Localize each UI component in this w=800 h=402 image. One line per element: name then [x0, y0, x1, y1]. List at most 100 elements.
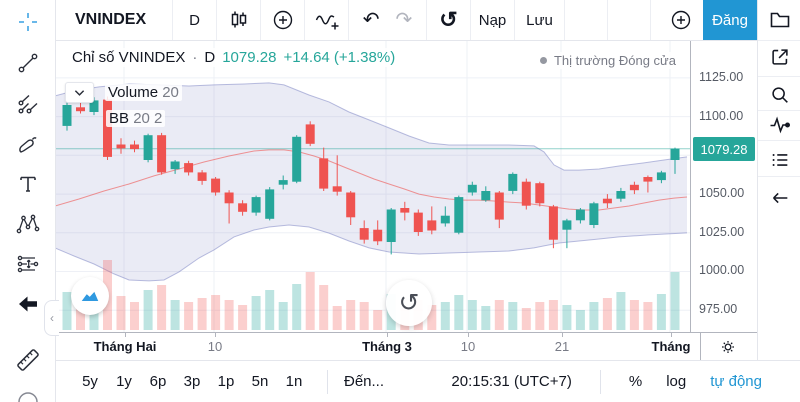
volume-label-text: Volume	[108, 84, 159, 101]
projection-icon	[17, 255, 38, 273]
top-toolbar: VNINDEX D ↶ ↷ ↺ Nạp Lưu	[55, 0, 757, 41]
undo-redo-group: ↶ ↷	[349, 0, 427, 40]
chart-legend-main[interactable]: Chỉ số VNINDEX · D 1079.28 +14.64 (+1.38…	[68, 48, 400, 67]
log-scale-button[interactable]: log	[666, 373, 687, 390]
range-button-5y[interactable]: 5y	[82, 373, 98, 390]
watchlist-button[interactable]	[766, 6, 794, 34]
time-axis[interactable]: Tháng Hai 10 Tháng 3 10 21 Tháng	[55, 332, 757, 360]
redo-button[interactable]: ↷	[395, 9, 413, 31]
sidebar-collapse-button[interactable]	[766, 184, 794, 212]
goto-date-button[interactable]: Đến...	[344, 373, 385, 390]
gear-icon	[722, 341, 734, 353]
time-axis-tick	[468, 333, 469, 337]
toolbar-spacer	[651, 0, 659, 40]
clock[interactable]: 20:15:31 (UTC+7)	[451, 373, 572, 390]
legend-collapse-button[interactable]	[65, 82, 94, 103]
bollinger-band-fill	[55, 82, 687, 281]
sidebar-separator	[758, 110, 800, 111]
bollinger-upper-line	[55, 82, 688, 171]
chevron-down-icon	[74, 89, 85, 96]
range-button-1p[interactable]: 1p	[217, 373, 235, 390]
price-axis[interactable]: 1125.001100.001075.001050.001025.001000.…	[690, 40, 757, 332]
trendline-tool-button[interactable]	[14, 49, 42, 77]
percent-scale-button[interactable]: %	[628, 373, 643, 390]
bollinger-lower-line	[55, 224, 688, 282]
publish-button[interactable]: Đăng	[703, 0, 757, 40]
open-in-new-window-button[interactable]	[766, 43, 794, 71]
bb-indicator-label[interactable]: BB 20 2	[106, 110, 166, 127]
crosshair-tool-button[interactable]	[14, 8, 42, 36]
undo-button[interactable]: ↶	[362, 9, 380, 31]
xabcd-pattern-icon	[16, 214, 39, 234]
arrow-marker-tool-button[interactable]	[14, 290, 42, 318]
bb-indicator-row: BB 20 2	[106, 110, 166, 127]
reload-button[interactable]: ↺	[427, 0, 471, 40]
time-axis-tick	[125, 333, 126, 337]
projection-tool-button[interactable]	[14, 250, 42, 278]
sidebar-separator	[758, 40, 800, 41]
range-button-6p[interactable]: 6p	[149, 373, 167, 390]
range-button-5n[interactable]: 5n	[251, 373, 269, 390]
range-button-1y[interactable]: 1y	[116, 373, 132, 390]
time-axis-label: 21	[554, 339, 570, 354]
volume-indicator-label[interactable]: Volume 20	[105, 84, 182, 101]
reset-chart-button[interactable]: ↺	[386, 280, 432, 326]
range-button-1n[interactable]: 1n	[285, 373, 303, 390]
reset-chart-icon: ↺	[398, 289, 420, 317]
chart-style-button[interactable]	[217, 0, 261, 40]
volume-indicator-row: Volume 20	[65, 82, 182, 103]
search-button[interactable]	[766, 81, 794, 109]
time-axis-label: 10	[460, 339, 476, 354]
volume-param-text: 20	[162, 84, 179, 101]
time-axis-label: Tháng	[651, 339, 691, 354]
range-button-3p[interactable]: 3p	[183, 373, 201, 390]
save-layout-button[interactable]: Lưu	[515, 0, 565, 40]
pattern-tool-button[interactable]	[14, 210, 42, 238]
indicators-icon	[315, 15, 338, 30]
gann-fib-tool-button[interactable]	[14, 90, 42, 118]
bottom-right-group: 20:15:31 (UTC+7) % log tự động	[451, 369, 762, 394]
chart-style-quick-button[interactable]	[71, 277, 109, 315]
bb-label-text: BB	[109, 110, 130, 127]
time-axis-divider	[700, 333, 701, 360]
brush-tool-button[interactable]	[14, 131, 42, 159]
brush-icon	[18, 137, 37, 153]
legend-price: 1079.28	[222, 49, 277, 66]
reload-icon: ↺	[439, 7, 458, 32]
indicators-button[interactable]	[305, 0, 349, 40]
time-axis-tick	[215, 333, 216, 337]
add-alert-button[interactable]	[659, 0, 703, 40]
magnifier-icon	[17, 392, 38, 402]
price-axis-label: 975.00	[699, 302, 738, 316]
interval-button[interactable]: D	[173, 0, 217, 40]
time-axis-label: 10	[207, 339, 223, 354]
toolbar-collapse-handle[interactable]: ‹	[44, 300, 59, 336]
publish-label: Đăng	[712, 11, 748, 29]
time-axis-tick	[387, 333, 388, 337]
chart-settings-button[interactable]	[716, 336, 740, 358]
last-price-badge: 1079.28	[693, 137, 755, 161]
price-chart[interactable]	[55, 40, 690, 332]
details-button[interactable]	[766, 146, 794, 174]
toolbar-empty-cell	[565, 0, 608, 40]
alerts-button[interactable]	[766, 111, 794, 139]
auto-scale-button[interactable]: tự động	[710, 373, 762, 390]
sidebar-separator	[758, 76, 800, 77]
load-layout-label: Nạp	[478, 11, 507, 29]
compare-button[interactable]	[261, 0, 305, 40]
search-icon	[771, 87, 788, 103]
measure-tool-button[interactable]	[14, 346, 42, 374]
zoom-tool-button[interactable]	[14, 388, 42, 402]
sidebar-separator	[758, 176, 800, 177]
legend-title: Chỉ số VNINDEX	[72, 49, 186, 66]
area-chart-icon	[81, 290, 99, 302]
arrow-left-icon	[772, 192, 787, 204]
symbol-button[interactable]: VNINDEX	[55, 0, 173, 40]
arrow-marker-icon	[18, 296, 37, 312]
time-axis-tick	[562, 333, 563, 337]
legend-change: +14.64 (+1.38%)	[283, 49, 396, 66]
load-layout-button[interactable]: Nạp	[471, 0, 515, 40]
bottom-divider	[327, 369, 328, 394]
trendline-icon	[18, 53, 37, 73]
text-tool-button[interactable]	[14, 170, 42, 198]
